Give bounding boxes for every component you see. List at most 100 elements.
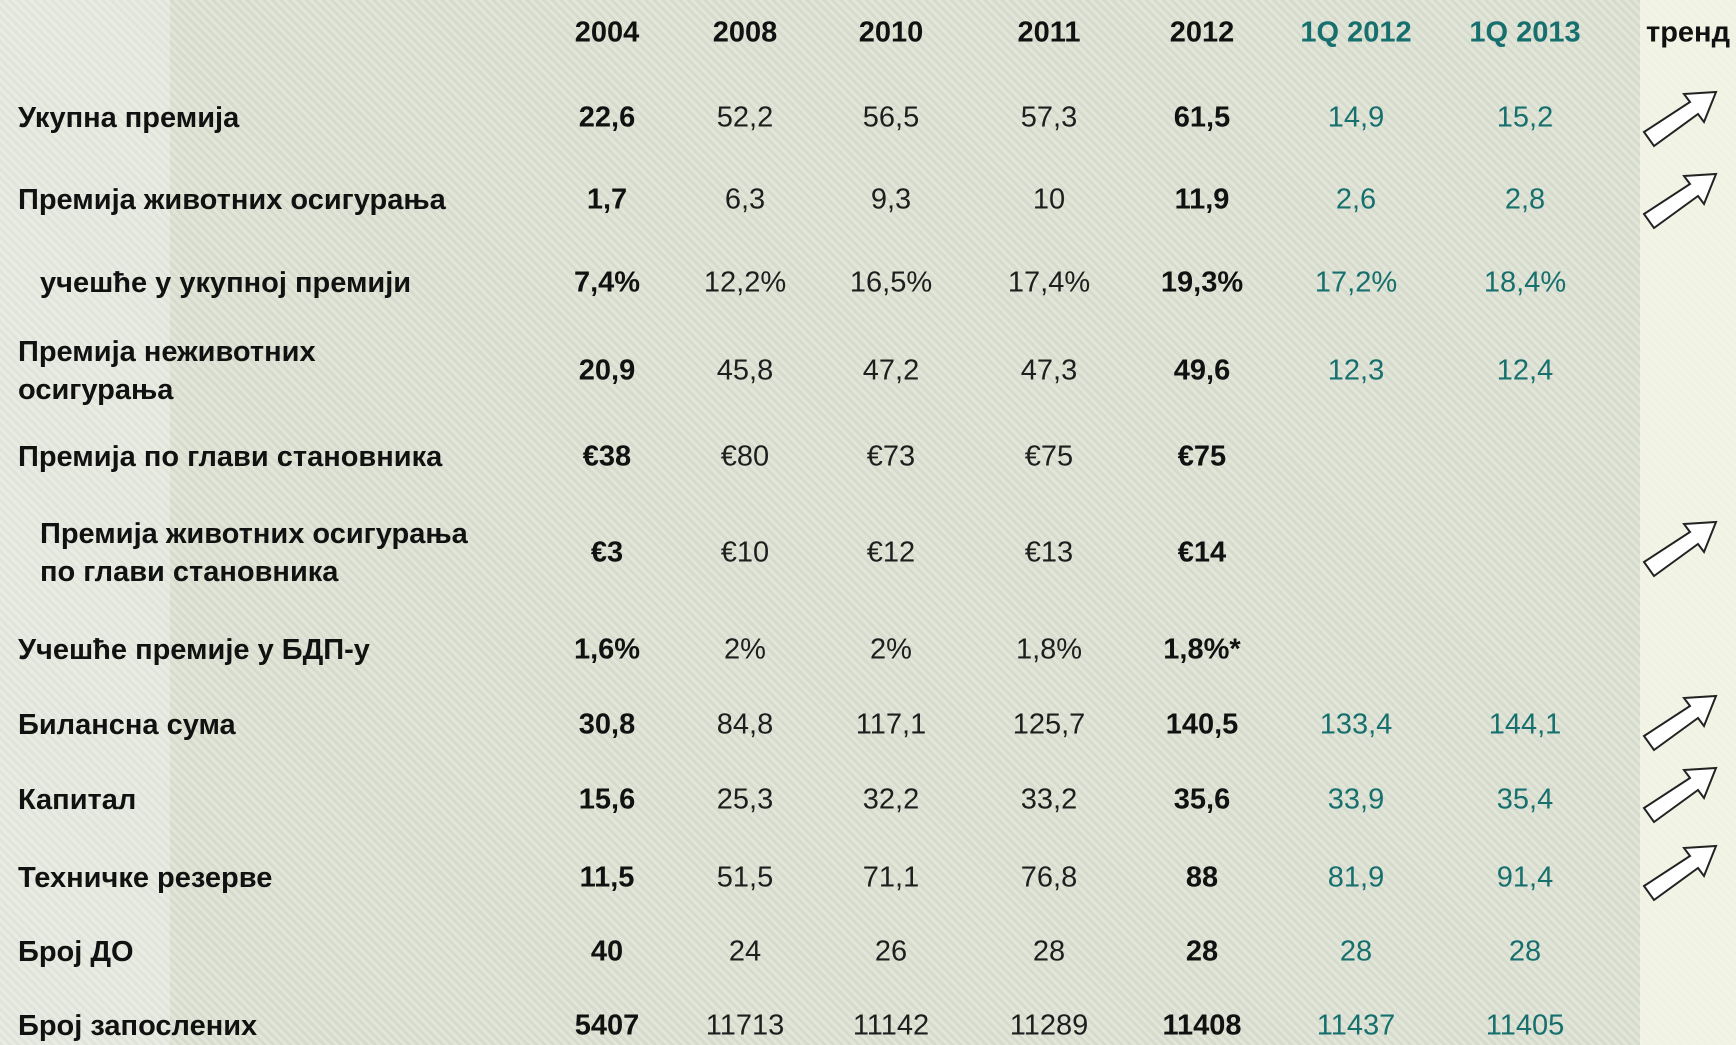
- trend-arrow: [1642, 844, 1718, 902]
- label-line: Билансна сума: [18, 709, 236, 741]
- value-cell: 2%: [870, 633, 912, 666]
- value-cell: 88: [1185, 861, 1219, 894]
- row-label: Укупна премија: [18, 99, 239, 137]
- value-cell: 28: [1508, 935, 1542, 968]
- value-cell: 144,1: [1488, 708, 1562, 741]
- label-line: Техничке резерве: [18, 862, 273, 894]
- row-label: Билансна сума: [18, 706, 236, 744]
- value-cell: €10: [720, 536, 770, 569]
- row-label: Учешће премије у БДП-у: [18, 631, 370, 669]
- value-cell: 1,7: [586, 183, 628, 216]
- label-line: Број запослених: [18, 1010, 258, 1042]
- value-cell: 5407: [574, 1009, 640, 1042]
- value-cell: 117,1: [855, 708, 927, 741]
- column-header: 1Q 2013: [1469, 16, 1581, 49]
- row-label: Број ДО: [18, 933, 134, 971]
- value-cell: 61,5: [1173, 101, 1231, 134]
- value-cell: 12,2%: [703, 266, 787, 299]
- value-cell: 22,6: [578, 101, 636, 134]
- column-header: 2011: [1017, 16, 1081, 49]
- value-cell: 12,4: [1496, 354, 1554, 387]
- value-cell: 2,6: [1335, 183, 1377, 216]
- value-cell: 2%: [724, 633, 766, 666]
- trend-arrow: [1642, 766, 1718, 824]
- value-cell: €13: [1024, 536, 1074, 569]
- row-label: Премија неживотних осигурања: [18, 333, 316, 409]
- value-cell: 47,2: [862, 354, 920, 387]
- trend-arrow: [1642, 90, 1718, 148]
- label-line: Учешће премије у БДП-у: [18, 634, 370, 666]
- value-cell: 32,2: [862, 783, 920, 816]
- value-cell: 11408: [1162, 1009, 1242, 1042]
- value-cell: €12: [866, 536, 916, 569]
- value-cell: 28: [1185, 935, 1219, 968]
- value-cell: €73: [866, 440, 916, 473]
- value-cell: 35,6: [1173, 783, 1231, 816]
- column-header: 2010: [858, 16, 924, 49]
- row-label: Премија животних осигурања: [18, 181, 446, 219]
- value-cell: 56,5: [862, 101, 920, 134]
- value-cell: 17,2%: [1314, 266, 1398, 299]
- value-cell: 16,5%: [849, 266, 933, 299]
- trend-arrow: [1642, 520, 1718, 578]
- column-header: 1Q 2012: [1300, 16, 1412, 49]
- value-cell: 11,5: [579, 861, 635, 894]
- label-line: Број ДО: [18, 936, 134, 968]
- label-line: по глави становника: [40, 556, 339, 588]
- value-cell: 47,3: [1020, 354, 1078, 387]
- column-header: 2012: [1169, 16, 1235, 49]
- label-line: Премија неживотних: [18, 336, 316, 368]
- trend-arrow: [1642, 172, 1718, 230]
- value-cell: 26: [874, 935, 908, 968]
- row-label: Премија по глави становника: [18, 438, 442, 476]
- value-cell: 11437: [1316, 1009, 1396, 1042]
- value-cell: €38: [582, 440, 632, 473]
- value-cell: 28: [1339, 935, 1373, 968]
- value-cell: €75: [1024, 440, 1074, 473]
- row-label: Премија животних осигурања по глави стано…: [40, 515, 468, 591]
- label-line: осигурања: [18, 374, 174, 406]
- value-cell: 1,8%: [1015, 633, 1083, 666]
- value-cell: 10: [1032, 183, 1066, 216]
- value-cell: 71,1: [862, 861, 920, 894]
- value-cell: 40: [590, 935, 624, 968]
- value-cell: 2,8: [1504, 183, 1546, 216]
- value-cell: 15,6: [578, 783, 636, 816]
- value-cell: 1,6%: [573, 633, 641, 666]
- label-line: учешће у укупној премији: [40, 267, 412, 299]
- value-cell: 76,8: [1020, 861, 1078, 894]
- value-cell: 14,9: [1327, 101, 1385, 134]
- value-cell: €3: [590, 536, 624, 569]
- row-label: Капитал: [18, 781, 136, 819]
- value-cell: 11405: [1485, 1009, 1565, 1042]
- label-line: Капитал: [18, 784, 137, 816]
- column-header: тренд: [1646, 16, 1730, 49]
- value-cell: €14: [1177, 536, 1227, 569]
- value-cell: 12,3: [1327, 354, 1385, 387]
- value-cell: 7,4%: [573, 266, 641, 299]
- value-cell: 84,8: [716, 708, 774, 741]
- value-cell: 51,5: [716, 861, 774, 894]
- value-cell: 140,5: [1165, 708, 1239, 741]
- value-cell: 17,4%: [1007, 266, 1091, 299]
- row-label: Број запослених: [18, 1007, 257, 1045]
- label-line: Премија животних осигурања: [40, 518, 468, 550]
- value-cell: 11713: [705, 1009, 785, 1042]
- value-cell: 49,6: [1173, 354, 1231, 387]
- value-cell: 6,3: [724, 183, 766, 216]
- value-cell: 1,8%*: [1163, 633, 1241, 666]
- value-cell: 20,9: [578, 354, 636, 387]
- value-cell: 57,3: [1020, 101, 1078, 134]
- label-line: Укупна премија: [18, 102, 240, 134]
- value-cell: 52,2: [716, 101, 774, 134]
- value-cell: 133,4: [1319, 708, 1393, 741]
- column-header: 2008: [712, 16, 778, 49]
- value-cell: 25,3: [716, 783, 774, 816]
- value-cell: 11289: [1009, 1009, 1089, 1042]
- value-cell: 91,4: [1496, 861, 1554, 894]
- value-cell: 9,3: [870, 183, 912, 216]
- value-cell: 33,2: [1020, 783, 1078, 816]
- value-cell: 33,9: [1327, 783, 1385, 816]
- value-cell: 30,8: [578, 708, 636, 741]
